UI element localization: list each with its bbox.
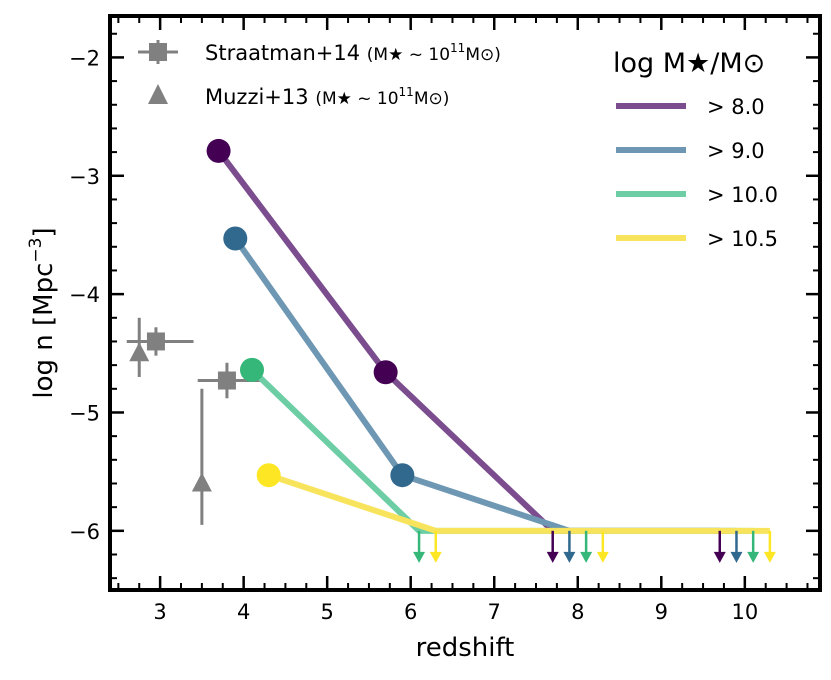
series-marker-0 (206, 138, 231, 163)
y-tick-label: −3 (69, 165, 100, 189)
x-tick-label: 9 (655, 600, 668, 624)
muzzi-marker (191, 472, 212, 492)
legend: Straatman+14 (M★ ~ 1011M⊙) Muzzi+13 (M★ ~… (138, 40, 778, 251)
series-marker-2 (240, 357, 264, 382)
upper-limit-arrow-head (580, 551, 593, 563)
x-tick-label: 5 (320, 600, 333, 624)
x-tick-label: 6 (404, 600, 417, 624)
straatman-marker (217, 371, 236, 390)
legend-label-1: > 9.0 (707, 139, 765, 163)
x-axis-label: redshift (416, 633, 515, 663)
upper-limit-arrow-head (546, 551, 559, 563)
legend-triangle-marker (148, 84, 168, 104)
upper-limit-arrow-head (713, 551, 726, 563)
series-marker-0 (373, 360, 398, 385)
y-axis-label: log n [Mpc−3] (26, 227, 59, 398)
legend-entry-straatman: Straatman+14 (M★ ~ 1011M⊙) (205, 41, 501, 65)
legend-label-3: > 10.5 (707, 227, 778, 251)
x-tick-label: 3 (153, 600, 166, 624)
series-marker-1 (223, 226, 248, 251)
y-tick-label: −5 (69, 401, 100, 425)
legend-label-0: > 8.0 (707, 95, 765, 119)
plot-area (126, 138, 776, 563)
upper-limit-arrow-head (429, 551, 442, 563)
series-marker-3 (256, 463, 281, 488)
legend-label-2: > 10.0 (707, 183, 778, 207)
x-tick-label: 7 (488, 600, 501, 624)
upper-limit-arrow-head (747, 551, 760, 563)
upper-limit-arrow-head (596, 551, 609, 563)
axes: 3 4 5 6 7 8 9 10 −2 −3 −4 −5 −6 redshift log n [Mpc−3] (26, 16, 820, 663)
upper-limit-arrow-head (563, 551, 576, 563)
upper-limit-arrow-head (413, 551, 426, 563)
upper-limit-arrow-head (763, 551, 776, 563)
muzzi-marker (129, 342, 150, 362)
straatman-marker (146, 332, 165, 351)
legend-entry-muzzi: Muzzi+13 (M★ ~ 1011M⊙) (205, 85, 449, 109)
plot-frame (108, 14, 822, 592)
y-tick-label: −6 (69, 520, 100, 544)
x-tick-label: 8 (571, 600, 584, 624)
legend-title: log M★/M⊙ (613, 48, 765, 79)
y-tick-label: −4 (69, 283, 100, 307)
upper-limit-arrow-head (730, 551, 743, 563)
legend-square-marker (149, 43, 167, 61)
series-line-0 (216, 149, 720, 534)
x-tick-label: 4 (237, 600, 250, 624)
y-tick-label: −2 (69, 46, 100, 70)
series-marker-1 (390, 463, 415, 488)
x-tick-label: 10 (731, 600, 758, 624)
